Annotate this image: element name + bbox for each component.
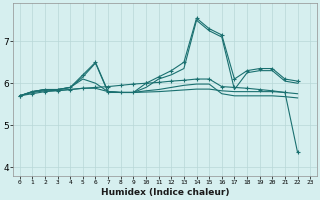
X-axis label: Humidex (Indice chaleur): Humidex (Indice chaleur) <box>101 188 229 197</box>
